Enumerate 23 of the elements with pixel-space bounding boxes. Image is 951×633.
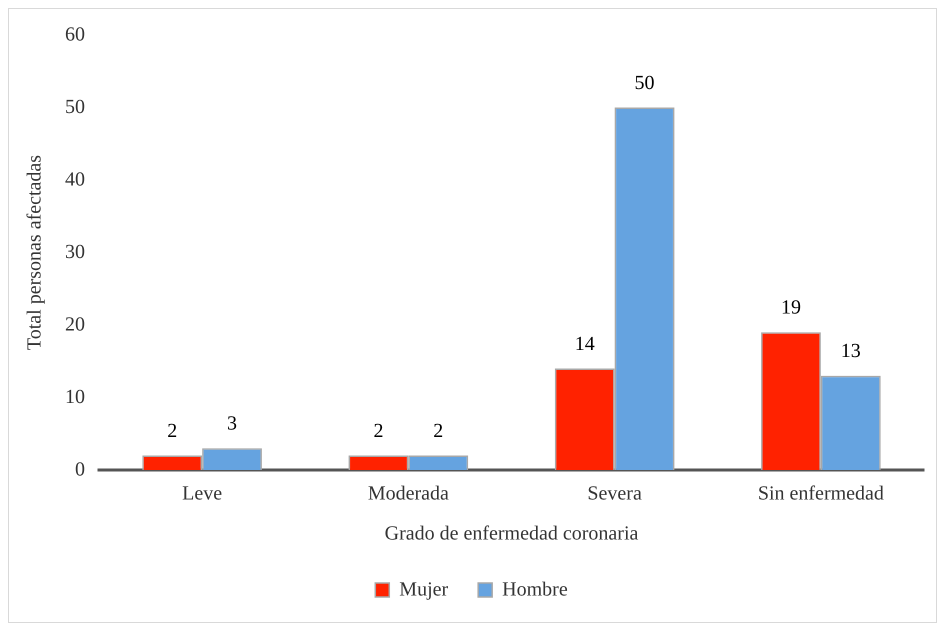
y-tick-label: 40 <box>65 168 85 190</box>
legend-label: Mujer <box>399 578 449 600</box>
y-tick-label: 50 <box>65 96 85 118</box>
y-tick-label: 10 <box>65 386 85 408</box>
data-label: 2 <box>433 420 444 442</box>
y-tick-label: 30 <box>65 240 85 263</box>
legend-label: Hombre <box>502 578 568 600</box>
x-axis-title: Grado de enfermedad coronaria <box>384 522 638 544</box>
x-tick-label: Moderada <box>368 482 450 504</box>
data-label: 2 <box>167 420 178 442</box>
y-tick-label: 20 <box>65 313 85 336</box>
data-label: 2 <box>373 420 384 442</box>
y-axis-title: Total personas afectadas <box>23 154 46 350</box>
x-tick-label: Severa <box>587 482 642 504</box>
data-label: 14 <box>574 332 595 355</box>
data-label: 19 <box>780 296 801 318</box>
x-tick-label: Sin enfermedad <box>758 482 884 504</box>
x-tick-label: Leve <box>182 482 222 504</box>
y-tick-label: 60 <box>65 23 85 46</box>
y-tick-label: 0 <box>75 458 85 480</box>
data-label: 50 <box>634 72 655 94</box>
data-label: 13 <box>840 340 861 362</box>
data-label: 3 <box>227 412 238 434</box>
